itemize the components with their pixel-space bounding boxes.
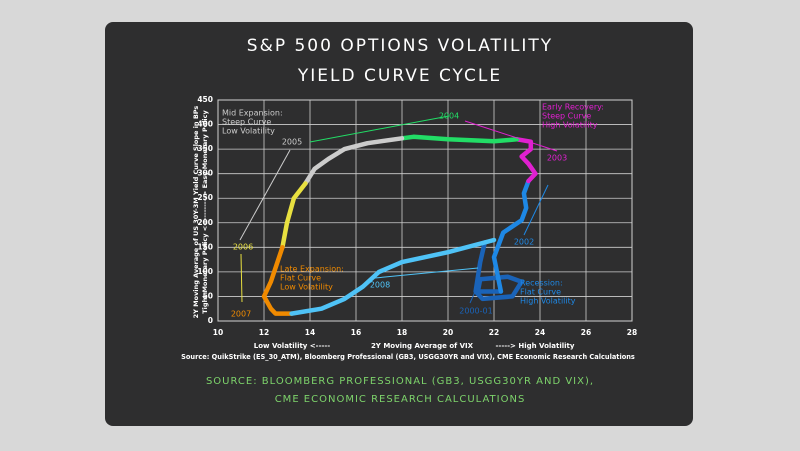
pointer-line (374, 267, 479, 279)
panel (105, 22, 693, 426)
series-line (491, 178, 531, 294)
pointer-line (523, 184, 549, 236)
series-line (514, 137, 538, 184)
y-tick-label: 0 (208, 316, 213, 325)
y-tick-label: 300 (197, 169, 213, 178)
annotation: Flat Curve (520, 288, 561, 297)
pointer-line (469, 284, 479, 304)
y-tick-label: 100 (197, 267, 213, 276)
series-line (289, 237, 497, 316)
x-tick-label: 26 (581, 328, 591, 337)
series-label: 2006 (233, 243, 253, 252)
annotation: High Volatility (520, 297, 576, 306)
series-line (399, 134, 520, 144)
x-tick-label: 10 (213, 328, 223, 337)
series-line (303, 136, 405, 186)
series-label: 2004 (439, 112, 459, 121)
annotation: Low Volatility (222, 127, 275, 136)
pointer-line (309, 115, 450, 143)
x-tick-label: 22 (489, 328, 499, 337)
annotation: Low Volatility (280, 283, 333, 292)
y-tick-label: 350 (197, 144, 213, 153)
y-axis-label: 2Y Moving Average of US 30Y-3M Yield Cur… (192, 106, 200, 319)
x-tick-label: 14 (305, 328, 315, 337)
chart-subtitle: YIELD CURVE CYCLE (297, 66, 502, 86)
y-tick-label: 400 (197, 120, 213, 129)
x-tick-label: 20 (443, 328, 453, 337)
x-tick-label: 16 (351, 328, 361, 337)
annotation: Flat Curve (280, 274, 321, 283)
annotation: Steep Curve (542, 112, 591, 121)
y-tick-label: 450 (197, 95, 213, 104)
x-axis-label: 2Y Moving Average of VIX (371, 342, 474, 350)
pointer-line (239, 149, 291, 241)
x-tick-label: 28 (627, 328, 637, 337)
y-tick-label: 50 (203, 291, 213, 300)
annotation: Steep Curve (222, 118, 271, 127)
pointer-line (240, 253, 243, 303)
series-label: 2002 (514, 238, 534, 247)
source-note: Source: QuikStrike (ES_30_ATM), Bloomber… (181, 353, 635, 361)
annotation: Early Recovery: (542, 103, 604, 112)
annotation: Mid Expansion: (222, 109, 283, 118)
series-line (473, 240, 524, 302)
series-label: 2000-01 (459, 307, 492, 316)
y-tick-label: 250 (197, 193, 213, 202)
x-tick-label: 24 (535, 328, 545, 337)
series-line (280, 181, 308, 250)
series-line (261, 245, 294, 316)
y-axis-sublabel: Tight Monetary Policy <-----------> Easy… (201, 109, 209, 313)
footer-line: CME ECONOMIC RESEARCH CALCULATIONS (275, 394, 526, 405)
x-axis-right-label: -----> High Volatility (496, 342, 575, 350)
y-tick-label: 200 (197, 218, 213, 227)
series-label: 2003 (547, 154, 567, 163)
x-axis-left-label: Low Volatility <----- (254, 342, 331, 350)
footer-line: SOURCE: BLOOMBERG PROFESSIONAL (GB3, USG… (206, 376, 594, 387)
series-label: 2007 (231, 310, 251, 319)
pointer-line (464, 120, 558, 152)
annotation: High Volatility (542, 121, 598, 130)
chart-title: S&P 500 OPTIONS VOLATILITY (247, 36, 553, 56)
series-label: 2008 (370, 281, 390, 290)
x-tick-label: 18 (397, 328, 407, 337)
annotation: Recession: (520, 279, 563, 288)
x-tick-label: 12 (259, 328, 269, 337)
series-label: 2005 (282, 138, 302, 147)
y-tick-label: 150 (197, 242, 213, 251)
annotation: Late Expansion: (280, 265, 344, 274)
